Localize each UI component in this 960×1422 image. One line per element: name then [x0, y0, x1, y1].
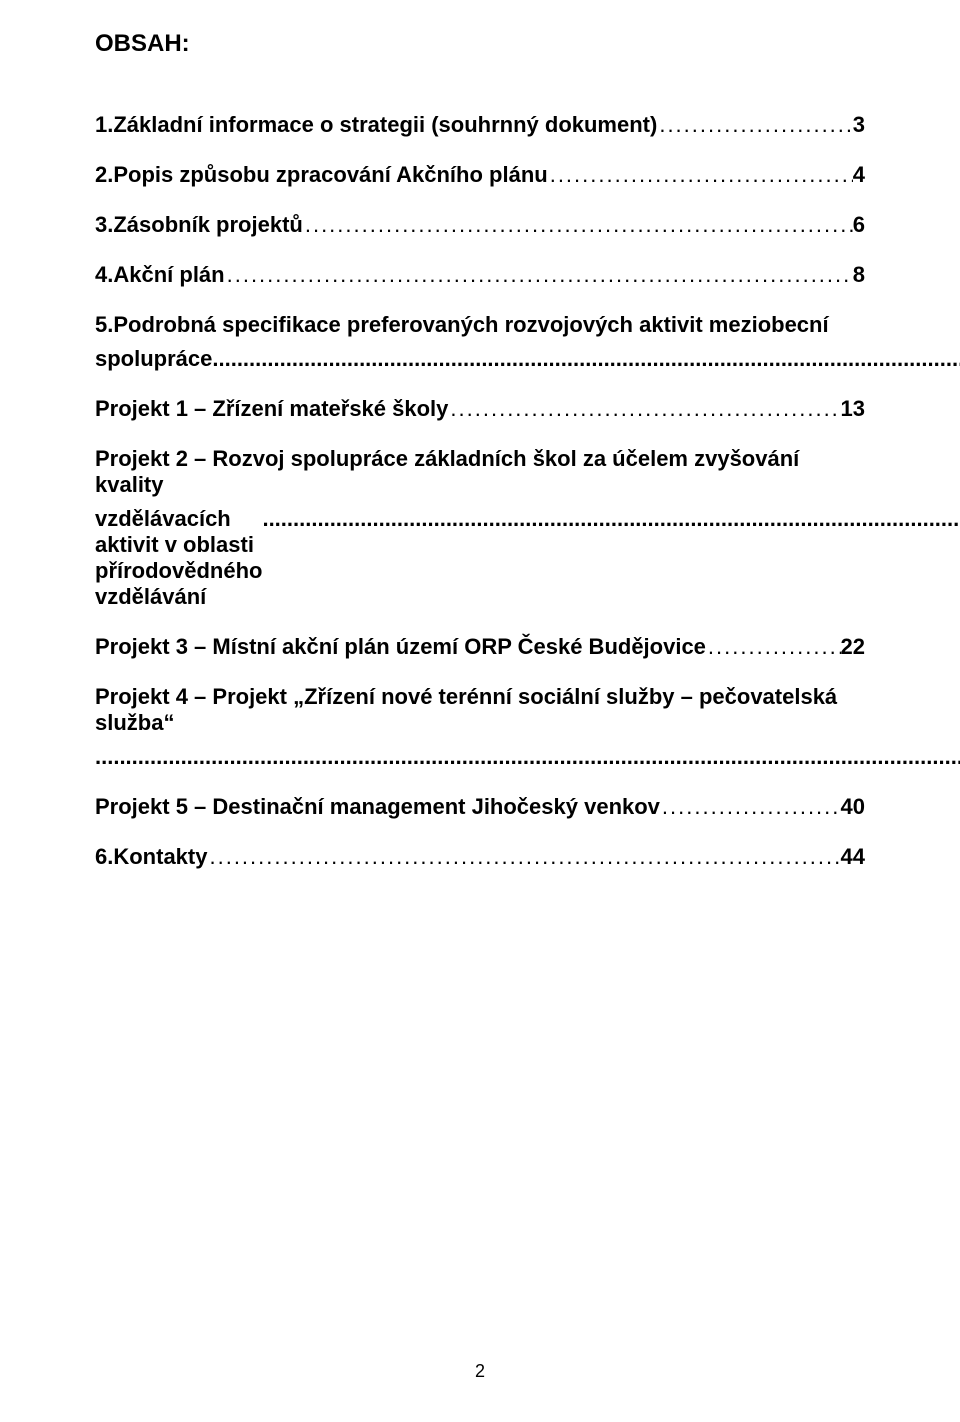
toc-entry-label: Základní informace o strategii (souhrnný…	[113, 112, 657, 138]
toc-entry-number: 1.	[95, 112, 113, 138]
toc-leader: ........................................…	[95, 744, 960, 770]
toc-entry-label: vzdělávacích aktivit v oblasti přírodově…	[95, 506, 262, 610]
toc-entry-label: Projekt 4 – Projekt „Zřízení nové terénn…	[95, 684, 865, 736]
toc-entry: 2.Popis způsobu zpracování Akčního plánu…	[95, 162, 865, 188]
toc-entry: Projekt 5 – Destinační management Jihoče…	[95, 794, 865, 820]
toc-entry-page: 13	[841, 396, 865, 422]
toc-entry-page: 3	[853, 112, 865, 138]
toc-entry-label: Podrobná specifikace preferovaných rozvo…	[113, 312, 828, 337]
toc-entry-number: 2.	[95, 162, 113, 188]
toc-entry: Projekt 1 – Zřízení mateřské školy......…	[95, 396, 865, 422]
toc-entry-line1: Projekt 2 – Rozvoj spolupráce základních…	[95, 446, 865, 498]
toc-entry-number: 4.	[95, 262, 113, 288]
toc-entry-label: Akční plán	[113, 262, 224, 288]
toc-heading: OBSAH:	[95, 30, 865, 58]
toc-entry-label: Projekt 1 – Zřízení mateřské školy	[95, 396, 448, 422]
toc-leader: ........................................…	[225, 262, 853, 288]
toc-entry-number: 3.	[95, 212, 113, 238]
toc-entry: 1.Základní informace o strategii (souhrn…	[95, 112, 865, 138]
toc-leader: ........................................…	[706, 634, 841, 660]
toc-entry-label: spolupráce	[95, 346, 212, 372]
toc-entry: 3.Zásobník projektů.....................…	[95, 212, 865, 238]
toc-entry: 6.Kontakty..............................…	[95, 844, 865, 870]
toc-entry-page: 40	[841, 794, 865, 820]
toc-leader: ........................................…	[660, 794, 841, 820]
toc-leader: ........................................…	[548, 162, 853, 188]
toc-entry: Projekt 2 – Rozvoj spolupráce základních…	[95, 446, 865, 610]
toc-leader: ........................................…	[207, 844, 840, 870]
table-of-contents: 1.Základní informace o strategii (souhrn…	[95, 112, 865, 870]
toc-entry-number: 6.	[95, 844, 113, 870]
toc-leader: ........................................…	[262, 506, 960, 532]
page-number: 2	[0, 1361, 960, 1382]
toc-entry-page: 6	[853, 212, 865, 238]
toc-entry-line1: 5.Podrobná specifikace preferovaných roz…	[95, 312, 865, 338]
toc-entry-page: 22	[841, 634, 865, 660]
toc-entry: Projekt 3 – Místní akční plán území ORP …	[95, 634, 865, 660]
toc-entry-label: Popis způsobu zpracování Akčního plánu	[113, 162, 547, 188]
toc-entry: 5.Podrobná specifikace preferovaných roz…	[95, 312, 865, 372]
toc-entry-label: Projekt 2 – Rozvoj spolupráce základních…	[95, 446, 799, 497]
toc-leader: ........................................…	[657, 112, 852, 138]
toc-entry: 4.Akční plán............................…	[95, 262, 865, 288]
toc-entry-number: 5.	[95, 312, 113, 337]
toc-entry-label: Projekt 3 – Místní akční plán území ORP …	[95, 634, 706, 660]
toc-entry-page: 8	[853, 262, 865, 288]
toc-entry-label: Kontakty	[113, 844, 207, 870]
toc-entry-page: 4	[853, 162, 865, 188]
toc-entry-label: Projekt 5 – Destinační management Jihoče…	[95, 794, 660, 820]
toc-leader: ........................................…	[303, 212, 853, 238]
toc-leader: ........................................…	[212, 346, 960, 372]
toc-entry-label: Zásobník projektů	[113, 212, 302, 238]
toc-leader: ........................................…	[448, 396, 840, 422]
toc-entry: Projekt 4 – Projekt „Zřízení nové terénn…	[95, 684, 865, 770]
toc-entry-page: 44	[841, 844, 865, 870]
